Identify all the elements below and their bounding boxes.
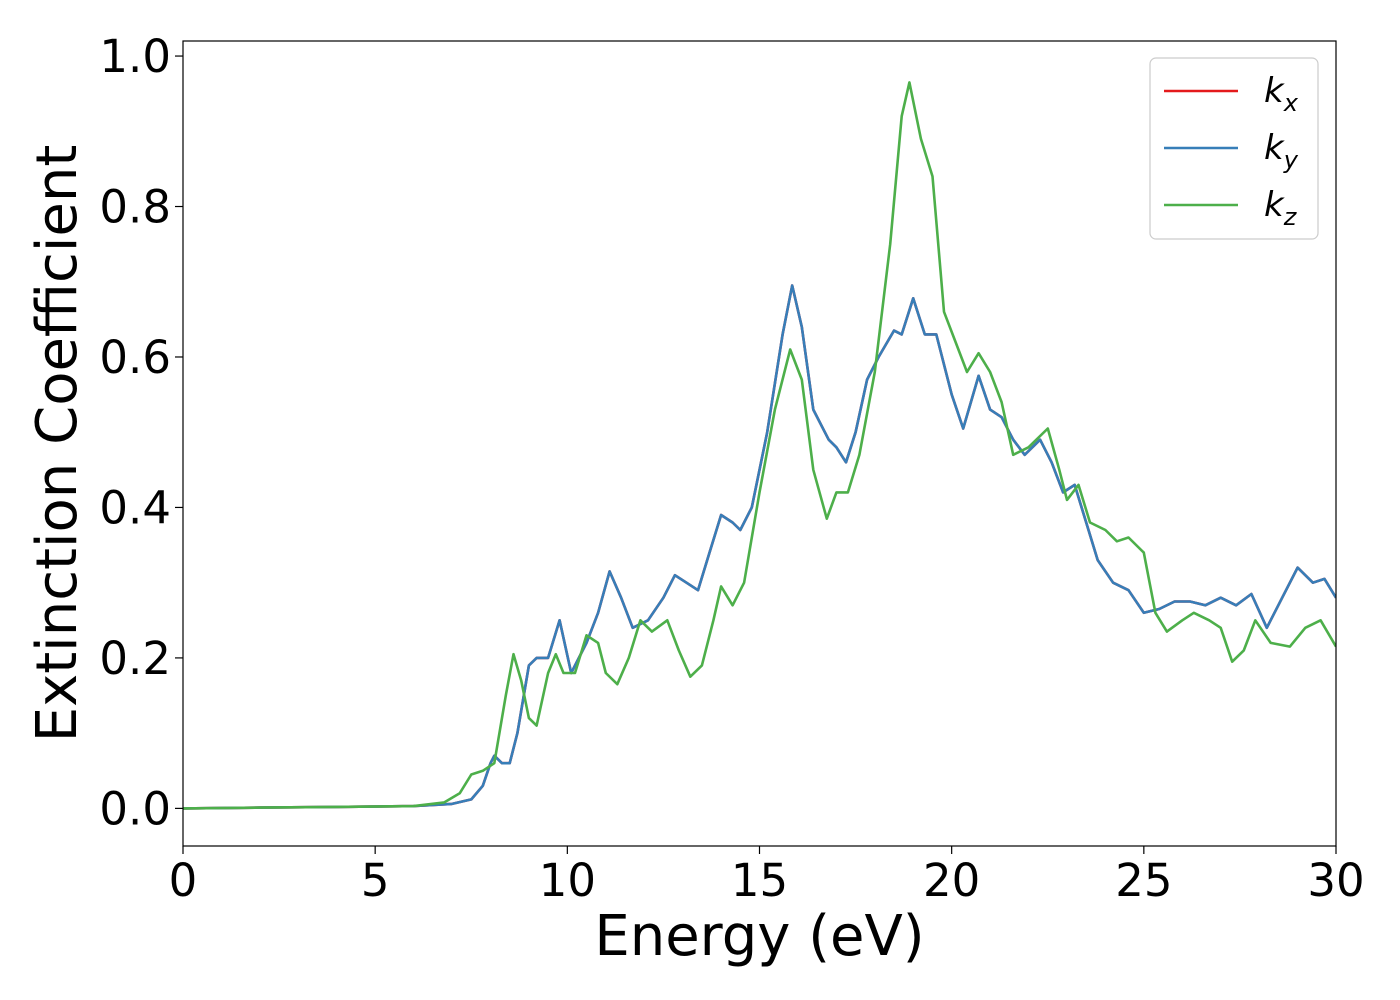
legend-label-kx: kx bbox=[1264, 71, 1299, 117]
x-tick-label: 25 bbox=[1115, 854, 1172, 907]
x-axis: 0 5 10 15 20 25 30 bbox=[169, 846, 1365, 907]
y-tick-label: 1.0 bbox=[99, 30, 171, 83]
x-tick-label: 5 bbox=[361, 854, 390, 907]
x-axis-label: Energy (eV) bbox=[594, 904, 924, 969]
x-tick-label: 15 bbox=[731, 854, 788, 907]
y-tick-label: 0.4 bbox=[99, 481, 171, 534]
y-tick-label: 0.8 bbox=[99, 181, 171, 234]
series-line-kz bbox=[183, 81, 1336, 810]
legend-label-ky: ky bbox=[1264, 128, 1299, 174]
x-tick-label: 30 bbox=[1307, 854, 1364, 907]
legend-label-kz: kz bbox=[1264, 185, 1298, 231]
y-tick-label: 0.2 bbox=[99, 632, 171, 685]
x-tick-label: 0 bbox=[169, 854, 198, 907]
y-tick-label: 0.0 bbox=[99, 782, 171, 835]
y-tick-label: 0.6 bbox=[99, 331, 171, 384]
series-layer bbox=[183, 81, 1336, 810]
series-line-ky bbox=[183, 284, 1336, 810]
legend: kx ky kz bbox=[1149, 57, 1319, 240]
y-axis: 0.0 0.2 0.4 0.6 0.8 1.0 bbox=[99, 30, 183, 835]
x-tick-label: 20 bbox=[923, 854, 980, 907]
y-axis-label: Extinction Coefficient bbox=[25, 145, 90, 743]
x-tick-label: 10 bbox=[539, 854, 596, 907]
